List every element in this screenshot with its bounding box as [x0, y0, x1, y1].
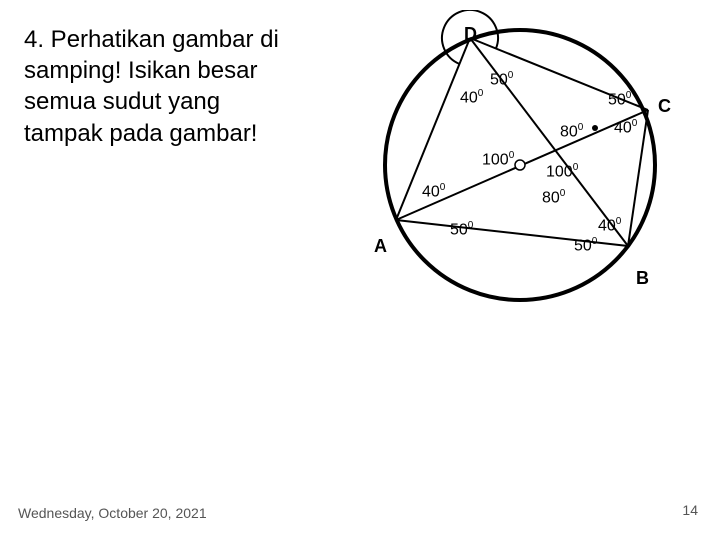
angle-label-10: 400	[598, 216, 621, 235]
angle-label-2: 500	[608, 90, 631, 109]
angle-label-9: 500	[450, 220, 473, 239]
vertex-label-d: D	[464, 24, 477, 45]
angle-label-8: 800	[542, 188, 565, 207]
vertex-label-b: B	[636, 268, 649, 289]
vertex-label-c: C	[658, 96, 671, 117]
diagram-svg	[360, 10, 700, 340]
angle-label-5: 1000	[482, 150, 514, 169]
angle-label-3: 800	[560, 122, 583, 141]
angle-label-11: 500	[574, 236, 597, 255]
angle-label-0: 500	[490, 70, 513, 89]
footer-date: Wednesday, October 20, 2021	[18, 505, 207, 522]
geometry-diagram: ABCD500400500800400100010004008005004005…	[360, 10, 700, 340]
problem-text: 4. Perhatikan gambar di samping! Isikan …	[24, 24, 294, 149]
page-number: 14	[682, 502, 698, 518]
angle-label-6: 1000	[546, 162, 578, 181]
vertex-label-a: A	[374, 236, 387, 257]
angle-label-7: 400	[422, 182, 445, 201]
angle-label-4: 400	[614, 118, 637, 137]
angle-label-1: 400	[460, 88, 483, 107]
